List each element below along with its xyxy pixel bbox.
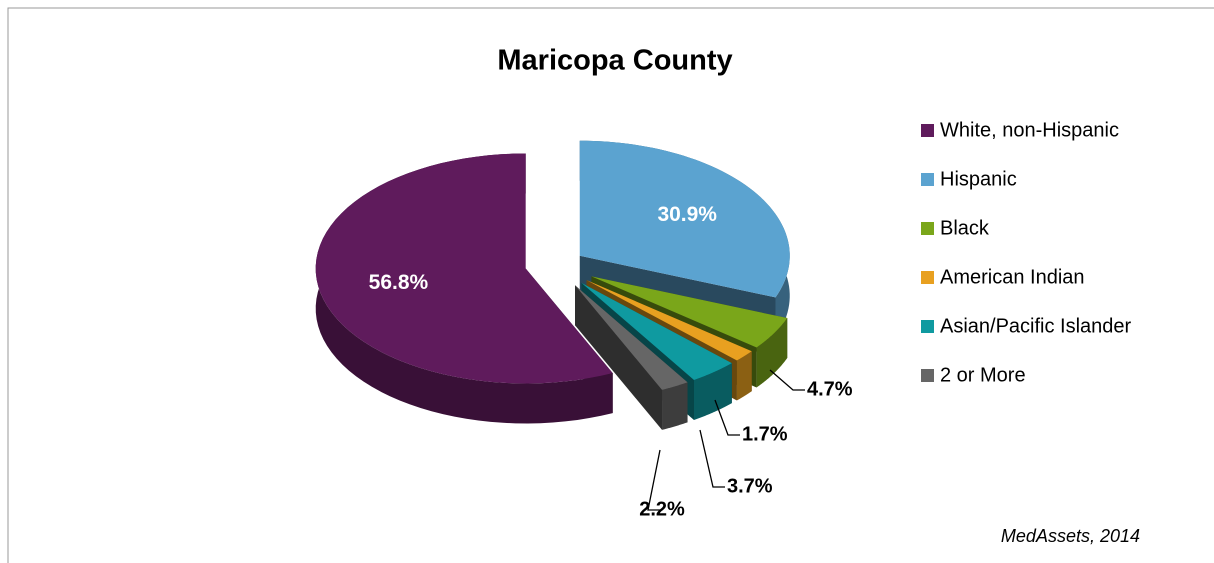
data-label: 3.7% <box>727 475 773 497</box>
pie-slice <box>315 153 613 424</box>
data-label: 56.8% <box>369 271 429 294</box>
pie-slice <box>575 285 688 430</box>
slice-wall <box>315 153 613 424</box>
legend-swatch <box>921 222 934 235</box>
source-note: MedAssets, 2014 <box>1001 526 1140 546</box>
legend-label: American Indian <box>940 266 1085 288</box>
data-label: 4.7% <box>807 378 853 400</box>
legend-label: White, non-Hispanic <box>940 119 1119 141</box>
legend-label: Asian/Pacific Islander <box>940 315 1132 337</box>
slice-wall <box>736 351 752 401</box>
legend-label: Black <box>940 217 990 239</box>
leader-line <box>699 429 725 488</box>
data-label: 30.9% <box>657 203 717 226</box>
slice-wall <box>693 363 732 420</box>
slice-wall <box>756 318 788 388</box>
slice-top <box>575 285 688 390</box>
data-label: 1.7% <box>742 423 788 445</box>
slice-wall <box>662 382 688 430</box>
leader-line <box>647 449 661 511</box>
legend-swatch <box>921 320 934 333</box>
leader-line <box>714 399 740 436</box>
chart-frame <box>7 7 1214 563</box>
slice-side <box>575 285 663 430</box>
leader-line <box>769 369 805 391</box>
slice-top <box>581 282 732 380</box>
slice-top <box>579 140 790 298</box>
slice-top <box>315 153 613 384</box>
legend-swatch <box>921 124 934 137</box>
chart-title: Maricopa County <box>497 45 732 77</box>
legend-swatch <box>921 271 934 284</box>
slice-top <box>586 280 752 361</box>
legend-swatch <box>921 173 934 186</box>
legend-label: Hispanic <box>940 168 1017 190</box>
legend-label: 2 or More <box>940 364 1026 386</box>
legend-swatch <box>921 369 934 382</box>
slice-top <box>591 276 788 348</box>
data-label: 2.2% <box>639 498 685 520</box>
